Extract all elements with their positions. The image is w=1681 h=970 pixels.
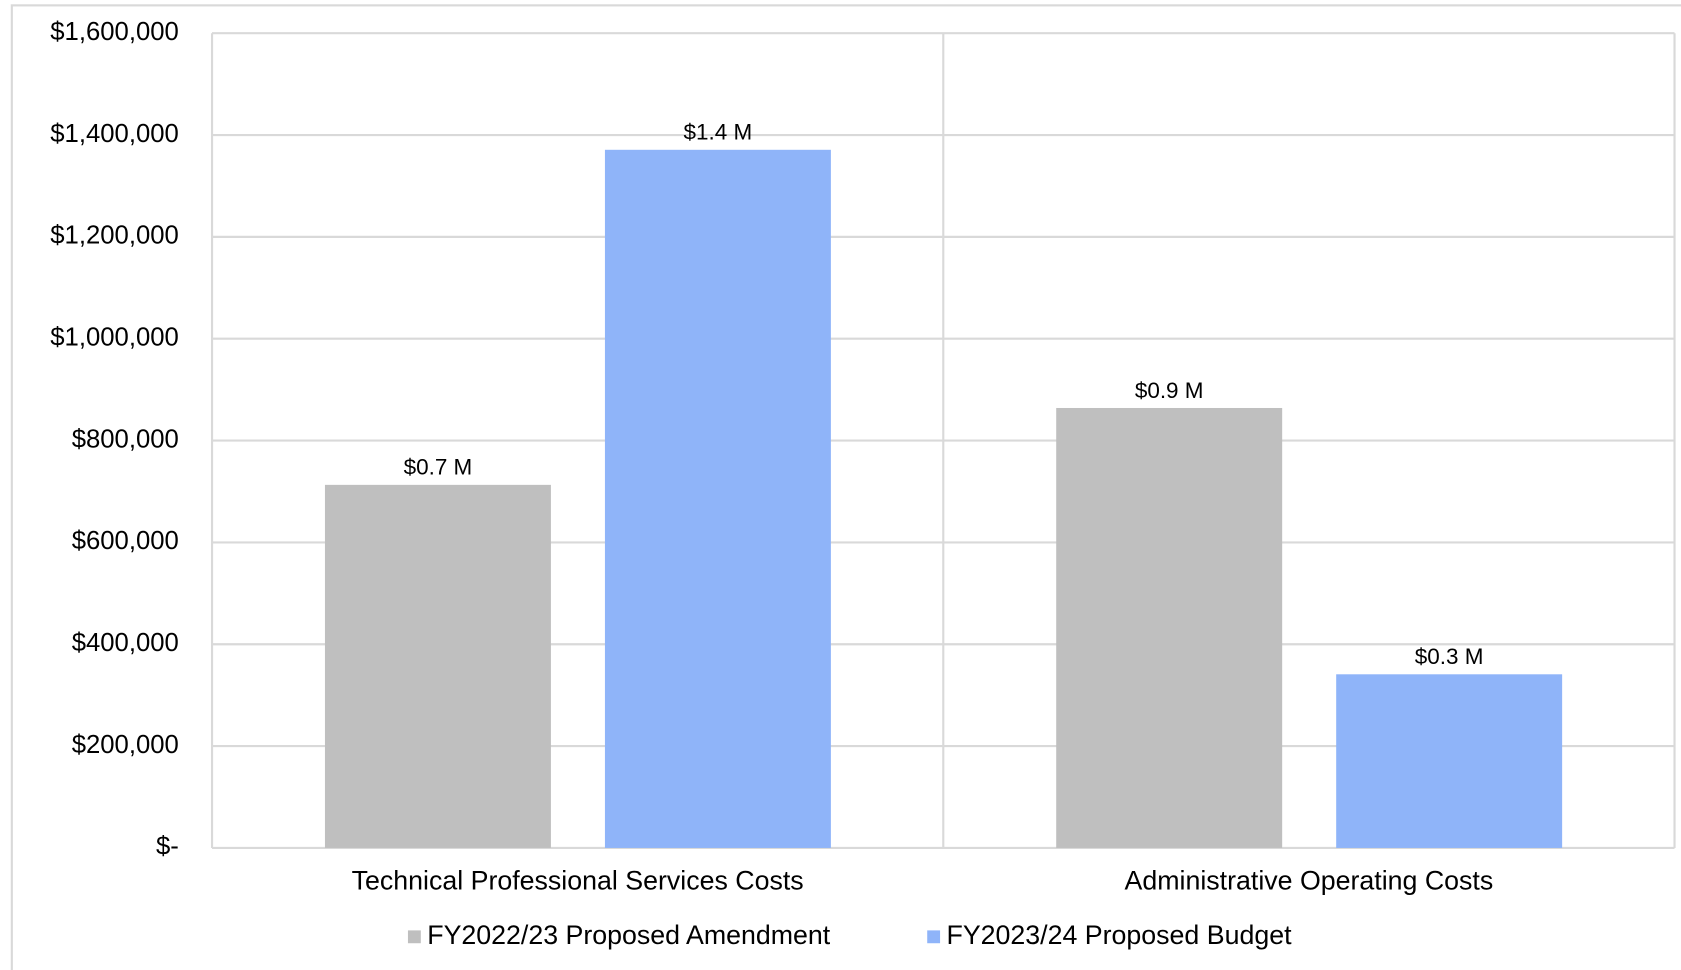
value-label: $0.9 M <box>1135 378 1204 403</box>
value-label: $1.4 M <box>684 120 753 145</box>
x-tick-label: Technical Professional Services Costs <box>352 865 804 895</box>
x-tick-label: Administrative Operating Costs <box>1125 865 1494 895</box>
chart-frame <box>10 4 1681 970</box>
legend-label: FY2023/24 Proposed Budget <box>946 920 1292 950</box>
value-label: $0.7 M <box>404 455 473 480</box>
y-tick-label: $1,600,000 <box>50 18 179 46</box>
legend-swatch <box>407 930 421 944</box>
y-tick-label: $1,200,000 <box>50 222 179 250</box>
bar <box>324 484 551 848</box>
y-tick-label: $800,000 <box>72 425 179 453</box>
value-label: $0.3 M <box>1415 644 1484 669</box>
y-tick-label: $1,400,000 <box>50 120 179 148</box>
y-tick-label: $1,000,000 <box>50 324 179 352</box>
y-tick-label: $200,000 <box>72 731 179 759</box>
y-tick-label: $400,000 <box>72 629 179 657</box>
legend-swatch <box>927 930 941 944</box>
bar <box>1336 674 1563 848</box>
bar <box>604 149 831 848</box>
y-tick-label: $- <box>156 833 179 861</box>
y-tick-label: $600,000 <box>72 527 179 555</box>
bar <box>1056 407 1283 848</box>
legend-label: FY2022/23 Proposed Amendment <box>427 920 831 950</box>
